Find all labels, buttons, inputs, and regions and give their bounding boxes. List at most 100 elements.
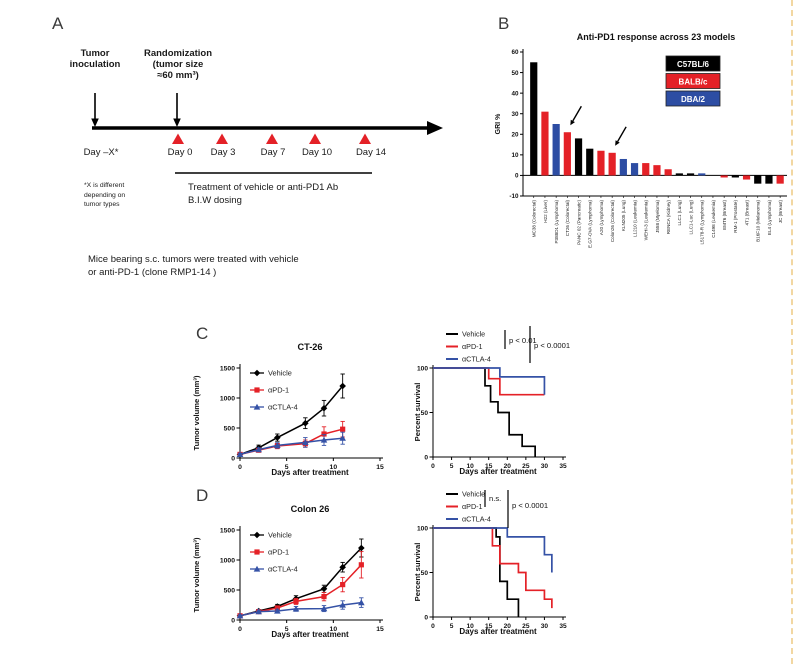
legend-label: C57BL/6	[677, 60, 710, 69]
category-label: RENCA (Kidney)	[666, 200, 671, 235]
bar-J558 (Myeloma)	[653, 165, 661, 176]
category-label: MC38 (Colorectal)	[532, 200, 537, 238]
bar-EMT6 (Breast)	[720, 175, 728, 178]
y-tick-label: 500	[224, 587, 236, 594]
chart-ylabel: Tumor volume (mm³)	[192, 375, 201, 450]
figure-caption: Mice bearing s.c. tumors were treated wi…	[88, 253, 299, 279]
inoculation-arrowhead-icon	[91, 118, 99, 127]
footnote-text: *X is different depending on tumor types	[84, 181, 125, 210]
category-label: EMT6 (Breast)	[722, 200, 727, 230]
legend-label: αPD-1	[462, 502, 483, 511]
y-tick-label: 0	[515, 173, 519, 180]
randomization-line3: ≈60 mm³)	[157, 70, 199, 81]
category-label: EL4 (Lymphoma)	[767, 200, 772, 236]
chart-xlabel: Days after treatment	[459, 467, 537, 476]
series-marker	[358, 562, 364, 568]
legend-label: αCTLA-4	[462, 515, 491, 524]
anti-pd1-response-bar-chart: Anti-PD1 response across 23 models GRI % 6…	[495, 32, 787, 248]
panel-a-label: A	[52, 14, 64, 33]
day-label-10: Day 10	[301, 147, 333, 158]
ct26-tumor-volume-chart: CT-26 Tumor volume (mm³) Days after treatm…	[192, 342, 384, 477]
bar-RM-1 (Prostate)	[731, 175, 739, 178]
stat-annotation: p < 0.01	[509, 336, 537, 345]
randomization-line2: (tumor size	[152, 59, 204, 70]
y-tick-label: 1500	[220, 365, 235, 372]
series-marker	[320, 585, 328, 593]
category-label: A20 (Lymphoma)	[599, 200, 604, 236]
y-tick-label: 0	[424, 614, 428, 621]
bar-H22 (Liver)	[541, 111, 549, 176]
x-tick-label: 0	[431, 463, 435, 470]
y-tick-label: 0	[231, 455, 235, 462]
y-tick-label: -10	[509, 193, 519, 200]
bar-L1210 (Leukemia)	[630, 163, 639, 176]
chart-ylabel: Percent survival	[413, 543, 422, 602]
series-marker	[274, 434, 281, 441]
panel-b-label: B	[498, 14, 510, 33]
y-tick-label: 40	[511, 90, 519, 97]
x-tick-label: 0	[238, 464, 242, 471]
category-label: J558 (Myeloma)	[655, 200, 660, 233]
category-label: LLC1-Luc (Lung)	[688, 200, 693, 235]
day-label-7: Day 7	[260, 147, 286, 158]
series-marker	[293, 598, 299, 604]
x-tick-label: 5	[285, 464, 289, 471]
bar-MC38 (Colorectal)	[530, 62, 538, 176]
y-tick-label: 50	[511, 70, 519, 77]
chart-xlabel: Days after treatment	[271, 630, 349, 639]
day-label-minus-x: Day –X*	[83, 147, 119, 158]
y-tick-label: 10	[511, 152, 519, 159]
x-tick-label: 5	[450, 463, 454, 470]
annotation-arrow	[617, 126, 627, 142]
category-label: H22 (Liver)	[543, 200, 548, 223]
bar-4T1 (Breast)	[742, 175, 751, 180]
bar-PANC 02 (Pancreatic)	[574, 138, 583, 176]
annotation-arrowhead-icon	[570, 119, 575, 126]
chart-xlabel: Days after treatment	[459, 627, 537, 636]
bar-B16F10 (Melanoma)	[754, 175, 762, 184]
dose-marker-day0	[172, 133, 184, 144]
legend-label: αPD-1	[462, 342, 483, 351]
survival-curve-αPD-1	[433, 527, 553, 609]
annotation-arrow	[572, 105, 582, 122]
x-tick-label: 30	[541, 463, 549, 470]
chart-title: CT-26	[297, 342, 322, 352]
category-label: 4T1 (Breast)	[744, 200, 749, 226]
stat-annotation: p < 0.0001	[512, 501, 548, 510]
chart-title: Colon 26	[291, 504, 330, 514]
survival-curve-αCTLA-4	[433, 527, 553, 573]
category-label: B16F10 (Melanoma)	[756, 200, 761, 242]
treatment-line1: Treatment of vehicle or anti-PD1 Ab	[188, 182, 339, 193]
survival-curve-Vehicle	[433, 367, 536, 457]
randomization-text: Randomization (tumor size ≈60 mm³)	[136, 48, 220, 81]
bar-chart-ylabel: GRI %	[495, 113, 502, 134]
series-marker	[253, 531, 261, 539]
survival-curve-Vehicle	[433, 527, 520, 617]
legend-label: αPD-1	[268, 386, 289, 395]
x-tick-label: 35	[559, 623, 567, 630]
legend-label: Vehicle	[462, 330, 485, 339]
y-tick-label: 100	[417, 365, 428, 372]
series-line-αCTLA-4	[239, 437, 343, 456]
bar-E.G7-OVA (Lymphoma)	[586, 148, 594, 176]
bar-KLN205 (Lung)	[619, 158, 627, 176]
bar-chart-title: Anti-PD1 response across 23 models	[577, 32, 736, 42]
series-marker	[339, 382, 346, 390]
category-label: PANC 02 (Pancreatic)	[576, 200, 581, 245]
bar-RENCA (Kidney)	[664, 169, 672, 176]
bar-P388D1 (Lymphoma)	[552, 124, 560, 176]
treatment-text: Treatment of vehicle or anti-PD1 Ab B.I.…	[188, 182, 338, 207]
bar-JC (Breast)	[776, 175, 784, 184]
x-tick-label: 20	[504, 463, 512, 470]
stat-annotation: n.s.	[489, 494, 501, 503]
y-tick-label: 20	[511, 131, 519, 138]
legend-label: αPD-1	[268, 548, 289, 557]
x-tick-label: 15	[376, 626, 384, 633]
legend-label: Vehicle	[268, 369, 292, 378]
panel-c-label: C	[196, 324, 209, 343]
footnote-line1: *X is different	[84, 182, 125, 189]
series-marker	[321, 431, 327, 437]
category-label: E.G7-OVA (Lymphoma)	[588, 200, 593, 248]
